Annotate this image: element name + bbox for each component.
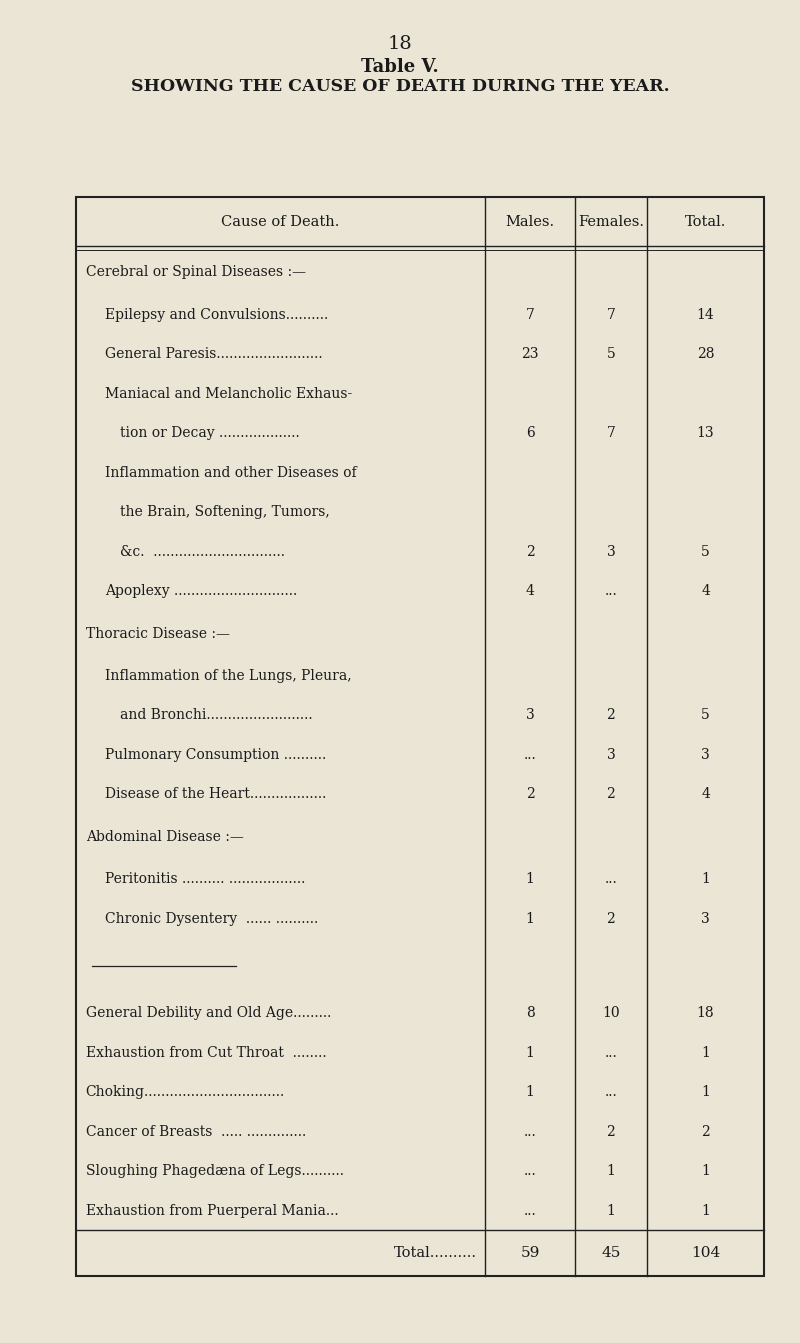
Text: 7: 7 [526,308,534,322]
Text: Females.: Females. [578,215,644,228]
Text: and Bronchi.........................: and Bronchi......................... [120,709,313,723]
Text: General Paresis.........................: General Paresis......................... [105,348,322,361]
Text: 4: 4 [701,584,710,598]
Text: 8: 8 [526,1006,534,1021]
Text: 1: 1 [701,1164,710,1178]
Text: 7: 7 [606,426,615,441]
Text: 1: 1 [606,1203,615,1218]
Text: Maniacal and Melancholic Exhaus-: Maniacal and Melancholic Exhaus- [105,387,352,400]
Text: ...: ... [524,1164,537,1178]
Text: &c.  ...............................: &c. ............................... [120,545,285,559]
Text: SHOWING THE CAUSE OF DEATH DURING THE YEAR.: SHOWING THE CAUSE OF DEATH DURING THE YE… [130,78,670,95]
Text: tion or Decay ...................: tion or Decay ................... [120,426,300,441]
Text: ...: ... [605,1046,618,1060]
Text: 2: 2 [526,787,534,802]
Text: 28: 28 [697,348,714,361]
Text: 5: 5 [701,545,710,559]
Text: Cerebral or Spinal Diseases :—: Cerebral or Spinal Diseases :— [86,266,306,279]
Text: 5: 5 [606,348,615,361]
Text: 3: 3 [526,709,534,723]
Text: 18: 18 [388,35,412,52]
Text: Apoplexy .............................: Apoplexy ............................. [105,584,297,598]
Text: Cancer of Breasts  ..... ..............: Cancer of Breasts ..... .............. [86,1125,306,1139]
Bar [76,197,764,1276]
Text: 1: 1 [701,872,710,886]
Text: Exhaustion from Puerperal Mania...: Exhaustion from Puerperal Mania... [86,1203,338,1218]
Text: 2: 2 [606,912,615,925]
Text: 1: 1 [606,1164,615,1178]
Text: Exhaustion from Cut Throat  ........: Exhaustion from Cut Throat ........ [86,1046,326,1060]
Text: 7: 7 [606,308,615,322]
Text: Total.: Total. [685,215,726,228]
Text: 1: 1 [701,1085,710,1100]
Text: Chronic Dysentery  ...... ..........: Chronic Dysentery ...... .......... [105,912,318,925]
Text: 3: 3 [701,912,710,925]
Text: Inflammation and other Diseases of: Inflammation and other Diseases of [105,466,357,479]
Text: Choking.................................: Choking................................. [86,1085,285,1100]
Text: 5: 5 [701,709,710,723]
Text: Pulmonary Consumption ..........: Pulmonary Consumption .......... [105,748,326,761]
Text: 3: 3 [701,748,710,761]
Text: 1: 1 [526,872,534,886]
Text: 6: 6 [526,426,534,441]
Text: 1: 1 [701,1046,710,1060]
Text: Sloughing Phagedæna of Legs..........: Sloughing Phagedæna of Legs.......... [86,1164,344,1178]
Text: 2: 2 [526,545,534,559]
Text: 14: 14 [697,308,714,322]
Text: Table V.: Table V. [361,58,439,75]
Text: 1: 1 [526,1085,534,1100]
Text: Peritonitis .......... ..................: Peritonitis .......... .................… [105,872,305,886]
Text: 1: 1 [526,912,534,925]
Text: Abdominal Disease :—: Abdominal Disease :— [86,830,243,843]
Text: 4: 4 [526,584,534,598]
Text: 2: 2 [606,709,615,723]
Text: 2: 2 [606,787,615,802]
Text: 45: 45 [602,1246,621,1260]
Text: 18: 18 [697,1006,714,1021]
Text: General Debility and Old Age.........: General Debility and Old Age......... [86,1006,331,1021]
Text: 104: 104 [691,1246,720,1260]
Text: ...: ... [524,1203,537,1218]
Text: 2: 2 [606,1125,615,1139]
Text: ...: ... [524,1125,537,1139]
Text: Cause of Death.: Cause of Death. [222,215,340,228]
Text: Inflammation of the Lungs, Pleura,: Inflammation of the Lungs, Pleura, [105,669,351,684]
Text: Epilepsy and Convulsions..........: Epilepsy and Convulsions.......... [105,308,328,322]
Text: ...: ... [605,872,618,886]
Text: 23: 23 [522,348,539,361]
Text: 10: 10 [602,1006,620,1021]
Text: 1: 1 [526,1046,534,1060]
Text: Thoracic Disease :—: Thoracic Disease :— [86,627,230,641]
Text: ...: ... [524,748,537,761]
Text: 3: 3 [606,748,615,761]
Text: 3: 3 [606,545,615,559]
Text: 1: 1 [701,1203,710,1218]
Text: 59: 59 [520,1246,540,1260]
Text: the Brain, Softening, Tumors,: the Brain, Softening, Tumors, [120,505,330,520]
Text: 13: 13 [697,426,714,441]
Text: 2: 2 [701,1125,710,1139]
Text: 4: 4 [701,787,710,802]
Text: ...: ... [605,1085,618,1100]
Text: Total..........: Total.......... [394,1246,478,1260]
Text: Disease of the Heart..................: Disease of the Heart.................. [105,787,326,802]
Text: ...: ... [605,584,618,598]
Text: Males.: Males. [506,215,554,228]
